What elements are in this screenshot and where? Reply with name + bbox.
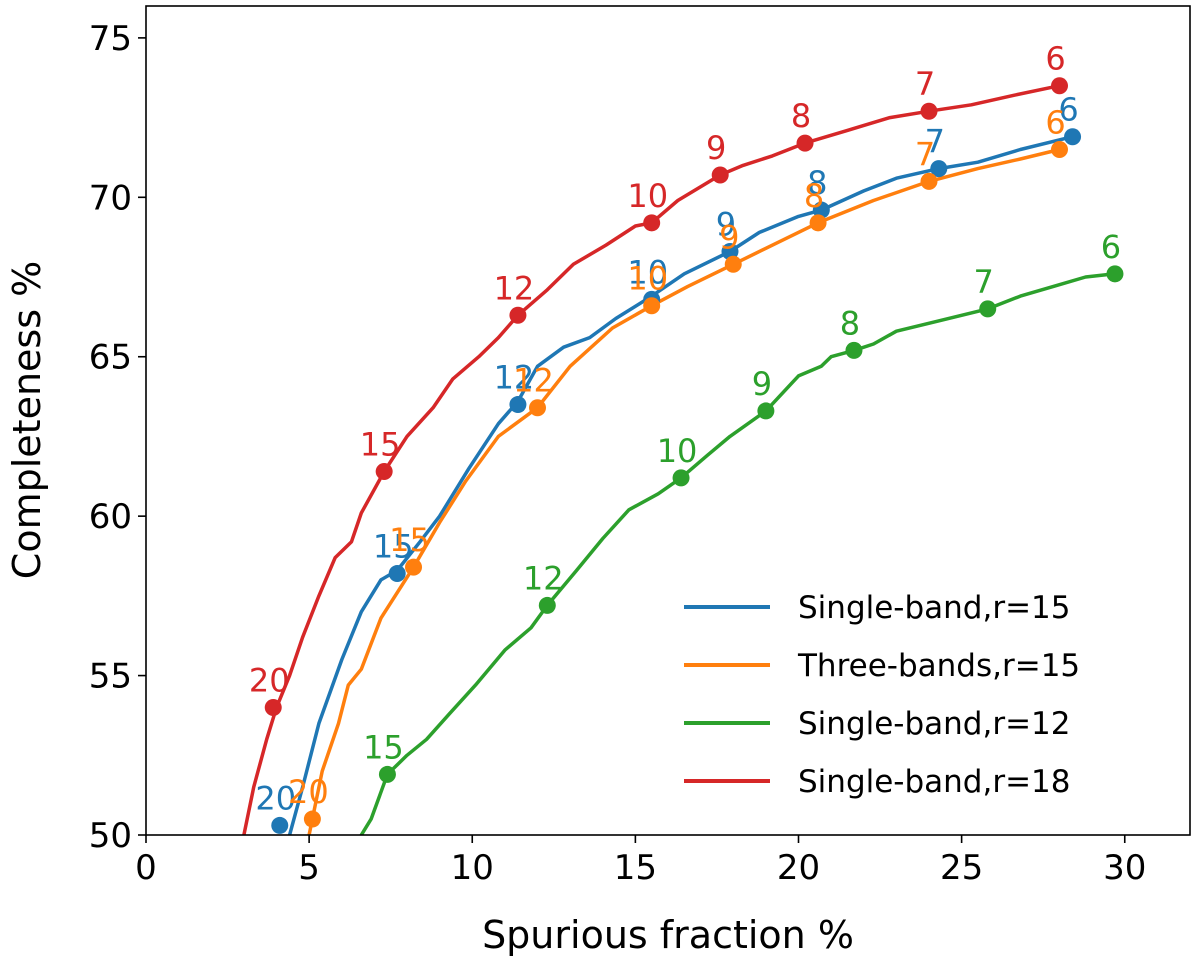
point-label: 15 xyxy=(373,528,414,566)
series-line-1 xyxy=(287,134,1075,835)
data-point xyxy=(378,765,396,783)
y-tick-label: 75 xyxy=(89,19,132,59)
x-axis-ticks: 0 5 10 15 20 25 30 xyxy=(135,835,1146,888)
plot-frame xyxy=(145,5,1191,836)
point-label: 12 xyxy=(494,269,535,307)
x-tick-label: 5 xyxy=(298,848,320,888)
point-label: 20 xyxy=(255,779,296,817)
point-label: 10 xyxy=(627,177,668,215)
point-label: 10 xyxy=(627,260,668,298)
y-tick-label: 55 xyxy=(89,657,132,697)
point-label: 12 xyxy=(513,362,554,400)
legend-label: Single-band,r=12 xyxy=(798,706,1071,742)
point-label: 7 xyxy=(925,123,945,161)
point-label: 15 xyxy=(389,521,430,559)
data-point xyxy=(388,565,406,583)
data-point xyxy=(1051,140,1068,158)
point-label: 12 xyxy=(494,359,535,397)
point-label: 6 xyxy=(1045,103,1065,141)
data-point xyxy=(271,816,289,834)
point-label: 12 xyxy=(523,559,564,597)
data-point xyxy=(643,297,661,315)
legend-label: Single-band,r=15 xyxy=(798,590,1071,626)
x-tick-label: 30 xyxy=(1103,848,1146,888)
data-point xyxy=(920,102,938,120)
point-label: 9 xyxy=(719,218,739,256)
data-point xyxy=(809,214,827,232)
data-point xyxy=(845,341,863,359)
point-label: 7 xyxy=(915,135,935,173)
point-label: 6 xyxy=(1101,228,1121,266)
data-point xyxy=(405,558,423,576)
data-point xyxy=(930,160,948,178)
data-point xyxy=(529,399,546,417)
point-label: 6 xyxy=(1045,40,1065,78)
point-label: 7 xyxy=(915,65,935,103)
data-point xyxy=(920,172,938,190)
point-label: 20 xyxy=(288,773,329,811)
x-axis-label: Spurious fraction % xyxy=(482,913,854,957)
data-point xyxy=(721,243,739,261)
x-tick-label: 15 xyxy=(614,848,657,888)
y-axis-ticks: 50 55 60 65 70 75 xyxy=(89,19,146,856)
data-point xyxy=(375,463,393,481)
x-tick-label: 10 xyxy=(451,848,494,888)
data-point xyxy=(1106,265,1124,283)
data-point xyxy=(812,201,830,219)
point-label: 10 xyxy=(657,432,698,470)
data-point xyxy=(724,255,742,273)
point-label: 15 xyxy=(363,728,404,766)
data-point xyxy=(1064,128,1082,146)
data-point xyxy=(796,134,814,152)
series-line-2 xyxy=(307,147,1062,835)
y-axis-label: Completeness % xyxy=(5,261,49,579)
point-label: 8 xyxy=(804,177,824,215)
data-point xyxy=(672,469,690,487)
legend: Single-band,r=15 Three-bands,r=15 Single-b… xyxy=(684,590,1080,800)
point-label: 8 xyxy=(840,304,860,342)
point-label: 7 xyxy=(974,263,994,301)
y-tick-label: 60 xyxy=(89,497,132,537)
data-point xyxy=(509,306,527,324)
legend-label: Single-band,r=18 xyxy=(798,764,1071,800)
data-point xyxy=(509,396,527,414)
x-tick-label: 0 xyxy=(135,848,157,888)
point-label: 9 xyxy=(706,129,726,167)
data-point xyxy=(979,300,997,318)
data-point xyxy=(264,698,282,716)
point-label: 15 xyxy=(360,426,401,464)
legend-label: Three-bands,r=15 xyxy=(797,648,1080,684)
data-point xyxy=(303,810,321,828)
data-point xyxy=(757,402,775,420)
point-label: 10 xyxy=(627,253,668,291)
x-tick-label: 20 xyxy=(777,848,820,888)
y-tick-label: 65 xyxy=(89,338,132,378)
point-label: 8 xyxy=(807,164,827,202)
points-layer: 20 15 12 10 9 8 7 6 20 15 12 10 9 8 7 6 15 12 10 9 8 7 6 20 15 12… xyxy=(249,40,1124,834)
plot-background xyxy=(146,6,1190,835)
data-point xyxy=(643,214,661,232)
point-label: 8 xyxy=(791,97,811,135)
series-line-3 xyxy=(359,272,1117,835)
y-tick-label: 70 xyxy=(89,178,132,218)
x-tick-label: 25 xyxy=(940,848,983,888)
data-point xyxy=(711,166,729,184)
point-label: 9 xyxy=(716,206,736,244)
point-label: 6 xyxy=(1058,91,1078,129)
data-point xyxy=(1051,77,1068,95)
point-label: 20 xyxy=(249,661,290,699)
y-tick-label: 50 xyxy=(89,816,132,856)
data-point xyxy=(538,596,556,614)
point-label: 9 xyxy=(752,365,772,403)
